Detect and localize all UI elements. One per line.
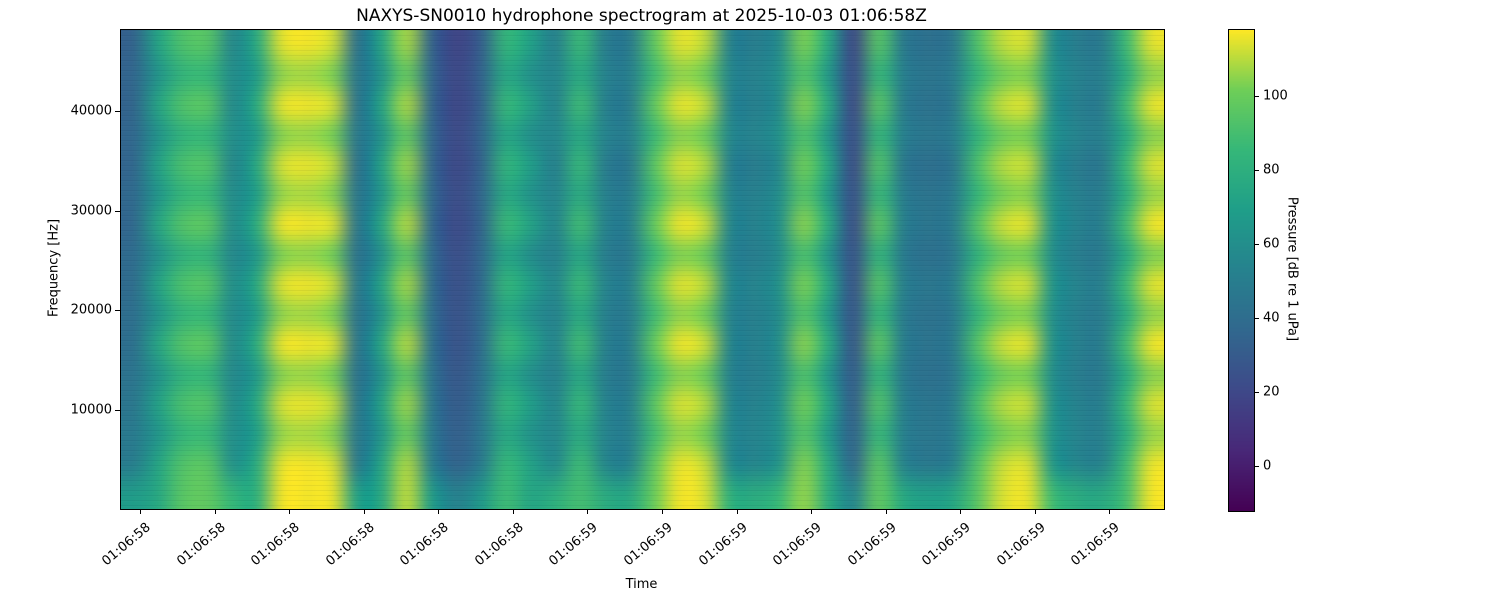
x-tick-mark bbox=[140, 509, 141, 514]
x-tick-mark bbox=[214, 509, 216, 514]
colorbar-tick-label: 80 bbox=[1263, 162, 1280, 178]
colorbar-tick-label: 100 bbox=[1263, 88, 1288, 104]
spectrogram-heatmap bbox=[121, 30, 1164, 509]
x-tick-label: 01:06:59 bbox=[695, 520, 751, 570]
colorbar-label: Pressure [dB re 1 uPa] bbox=[1284, 196, 1300, 342]
x-tick-mark bbox=[587, 509, 589, 514]
x-tick-mark bbox=[811, 509, 813, 514]
x-tick-label: 01:06:58 bbox=[173, 520, 229, 570]
y-tick-mark bbox=[115, 310, 120, 312]
x-tick-label: 01:06:58 bbox=[322, 520, 378, 570]
x-tick-label: 01:06:59 bbox=[770, 520, 825, 570]
colorbar bbox=[1228, 29, 1255, 512]
colorbar-tick-mark bbox=[1255, 95, 1259, 97]
colorbar-tick-mark bbox=[1255, 391, 1259, 393]
x-tick-label: 01:06:59 bbox=[919, 520, 974, 570]
colorbar-tick-label: 0 bbox=[1263, 458, 1272, 474]
y-tick-label: 30000 bbox=[70, 203, 112, 219]
x-tick-label: 01:06:59 bbox=[844, 520, 900, 570]
x-tick-mark bbox=[1109, 509, 1111, 514]
colorbar-tick-label: 20 bbox=[1263, 384, 1280, 400]
y-tick-mark bbox=[115, 410, 120, 412]
colorbar-tick-label: 40 bbox=[1263, 310, 1280, 326]
x-tick-mark bbox=[960, 509, 962, 514]
x-tick-mark bbox=[363, 509, 365, 514]
x-axis-label: Time bbox=[625, 577, 658, 592]
x-tick-mark bbox=[289, 509, 291, 514]
colorbar-tick-mark bbox=[1255, 317, 1259, 319]
spectrogram-plot-area bbox=[120, 29, 1165, 510]
y-tick-label: 40000 bbox=[70, 103, 112, 119]
x-tick-label: 01:06:59 bbox=[1068, 520, 1124, 570]
x-tick-mark bbox=[661, 509, 663, 514]
y-tick-label: 20000 bbox=[70, 302, 112, 318]
x-tick-label: 01:06:58 bbox=[472, 520, 527, 570]
y-tick-mark bbox=[115, 110, 120, 112]
x-tick-label: 01:06:59 bbox=[994, 520, 1049, 570]
x-tick-label: 01:06:58 bbox=[99, 520, 154, 570]
colorbar-tick-mark bbox=[1255, 169, 1259, 171]
x-tick-mark bbox=[512, 509, 514, 514]
y-tick-mark bbox=[115, 210, 120, 212]
x-tick-mark bbox=[1034, 509, 1036, 514]
x-tick-label: 01:06:58 bbox=[248, 520, 303, 570]
x-tick-mark bbox=[438, 509, 440, 514]
colorbar-tick-mark bbox=[1255, 243, 1259, 245]
chart-title: NAXYS-SN0010 hydrophone spectrogram at 2… bbox=[356, 6, 927, 26]
x-tick-mark bbox=[885, 509, 887, 514]
y-tick-label: 10000 bbox=[70, 402, 112, 418]
x-tick-label: 01:06:59 bbox=[621, 520, 676, 570]
colorbar-tick-label: 60 bbox=[1263, 236, 1280, 252]
x-tick-mark bbox=[736, 509, 738, 514]
colorbar-tick-mark bbox=[1255, 465, 1259, 467]
x-tick-label: 01:06:58 bbox=[397, 520, 452, 570]
x-tick-label: 01:06:59 bbox=[546, 520, 602, 570]
colorbar-gradient bbox=[1229, 30, 1254, 511]
